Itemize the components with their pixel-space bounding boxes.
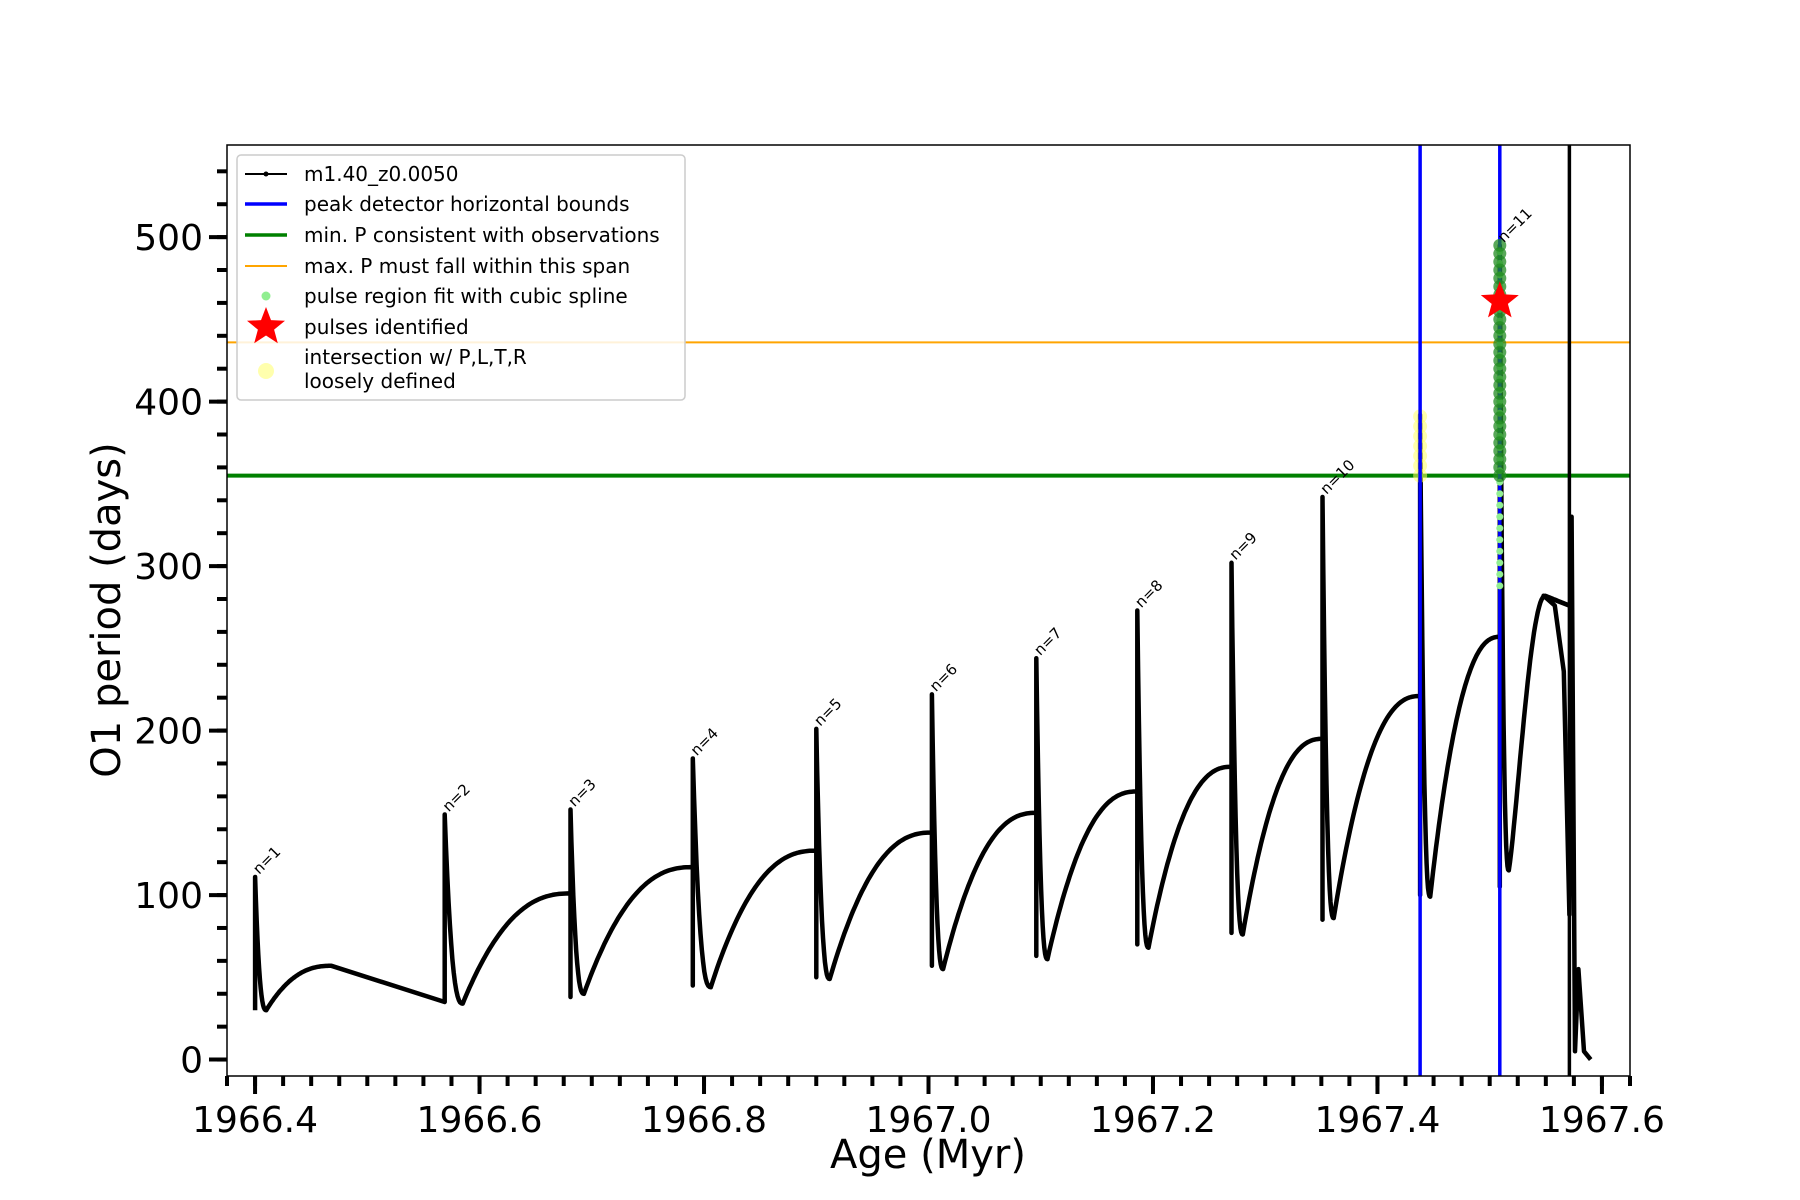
spline-point [1496,582,1504,590]
spline-point [1496,524,1504,532]
legend-label: m1.40_z0.0050 [304,162,459,186]
x-tick-label: 1967.4 [1314,1100,1440,1141]
legend-handle-series-marker [263,171,269,177]
legend-label: max. P must fall within this span [304,254,630,278]
y-tick-label: 200 [134,712,203,753]
x-tick-label: 1966.4 [192,1100,318,1141]
series-line [252,243,1593,1062]
legend-handle-dot [261,291,271,301]
legend-box [236,154,686,401]
y-tick-label: 400 [134,383,203,424]
spline-point [1496,536,1504,544]
x-tick-label: 1967.0 [866,1100,992,1141]
spline-point [1496,570,1504,578]
y-tick-label: 0 [180,1041,203,1082]
x-tick-label: 1966.6 [417,1100,543,1141]
spline-point [1496,513,1504,521]
spline-point [1496,490,1504,498]
legend-label: pulse region fit with cubic spline [304,284,628,308]
legend-label: intersection w/ P,L,T,R [304,345,527,369]
x-tick-label: 1967.6 [1539,1100,1665,1141]
pulse-region-point [1493,238,1507,252]
legend-handle-circle [258,363,274,379]
legend-label: pulses identified [304,315,469,339]
y-tick-label: 500 [134,218,203,259]
axes: 1966.4 1966.6 1966.8 1967.0 1967.2 1967.4 1967… [134,169,1665,1141]
pulse-star [1480,281,1519,318]
spline-point [1496,501,1504,509]
x-tick-label: 1967.2 [1090,1100,1216,1141]
y-tick-label: 100 [134,876,203,917]
spline-point [1496,547,1504,555]
legend-handle-star [247,307,285,344]
y-tick-label: 300 [134,547,203,588]
legend-label: min. P consistent with observations [304,223,660,247]
spline-point [1496,559,1504,567]
legend-label: peak detector horizontal bounds [304,192,630,216]
y-axis-label: O1 period (days) [84,442,130,777]
x-tick-label: 1966.8 [641,1100,767,1141]
legend-label: loosely defined [304,369,456,393]
x-axis-label: Age (Myr) [830,1132,1026,1178]
